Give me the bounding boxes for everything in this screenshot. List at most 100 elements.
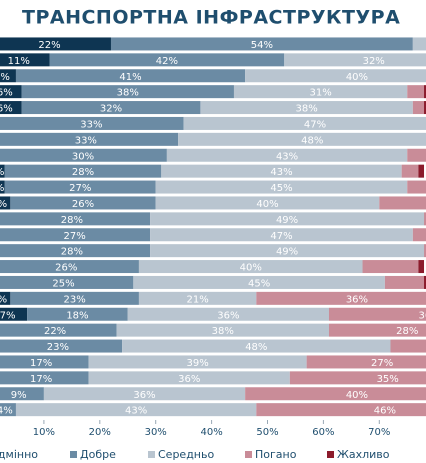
- value-label: 26%: [55, 263, 77, 274]
- bar-segment: [122, 339, 391, 353]
- value-label: 30%: [72, 151, 94, 162]
- bar-segment: [0, 228, 151, 242]
- bar-segment: [0, 164, 5, 178]
- value-label: 41%: [119, 72, 141, 83]
- bar-segment: [0, 116, 184, 130]
- value-label: 45%: [270, 183, 292, 194]
- bar-segment: [407, 148, 426, 162]
- bar-segment: [412, 101, 425, 115]
- bar-segment: [0, 275, 134, 289]
- value-label: 40%: [346, 390, 368, 401]
- x-tick-label: 20%: [89, 427, 111, 438]
- bar-segment: [150, 244, 425, 258]
- value-label: 47%: [270, 231, 292, 242]
- value-label: 40%: [346, 72, 368, 83]
- bar-segment: [328, 307, 426, 321]
- bar-segment: [0, 53, 50, 67]
- bar-segment: [328, 323, 426, 337]
- bar-segment: [0, 260, 139, 274]
- value-label: 49%: [276, 215, 298, 226]
- bar-segment: [150, 228, 413, 242]
- bar-segment: [10, 291, 139, 305]
- value-label: 36%: [418, 310, 426, 321]
- bar-segment: [150, 212, 425, 226]
- legend-swatch: [327, 451, 334, 458]
- value-label: 9%: [11, 390, 27, 401]
- value-label: 32%: [100, 104, 122, 115]
- bar-segment: [0, 244, 151, 258]
- bar-segment: [200, 101, 413, 115]
- bar-segment: [0, 180, 5, 194]
- bar-segment: [138, 260, 363, 274]
- value-label: 31%: [309, 88, 331, 99]
- value-label: 28%: [61, 247, 83, 258]
- bar-segment: [233, 85, 408, 99]
- value-label: 40%: [240, 263, 262, 274]
- bar-segment: [245, 387, 426, 401]
- value-label: 18%: [66, 310, 88, 321]
- bar-segment: [27, 307, 128, 321]
- value-label: 22%: [44, 326, 66, 337]
- value-label: 48%: [245, 342, 267, 353]
- x-tick-label: 70%: [368, 427, 390, 438]
- bar-segment: [424, 275, 426, 289]
- bar-segment: [256, 291, 426, 305]
- bar-segment: [166, 148, 408, 162]
- bar-segment: [245, 69, 426, 83]
- bar-segment: [10, 196, 156, 210]
- value-label: 17%: [30, 374, 52, 385]
- bar-segment: [133, 275, 385, 289]
- value-label: 4%: [0, 199, 7, 210]
- bar-segment: [0, 371, 89, 385]
- bar-segment: [178, 132, 426, 146]
- bar-segment: [0, 101, 22, 115]
- value-label: 32%: [363, 56, 385, 67]
- value-label: 49%: [276, 247, 298, 258]
- chart-title: ТРАНСПОРТНА ІНФРАСТРУКТУРА: [22, 7, 400, 29]
- bar-segment: [289, 371, 426, 385]
- bar-segment: [0, 85, 22, 99]
- value-label: 17%: [30, 358, 52, 369]
- value-label: 27%: [371, 358, 393, 369]
- bar-segment: [424, 244, 426, 258]
- bar-segment: [15, 403, 257, 417]
- bar-segment: [390, 339, 426, 353]
- value-label: 4%: [0, 294, 7, 305]
- value-label: 6%: [0, 88, 13, 99]
- bar-segment: [0, 339, 123, 353]
- legend-swatch: [245, 451, 252, 458]
- x-tick-label: 40%: [200, 427, 222, 438]
- bar-segment: [401, 164, 419, 178]
- bar-segment: [412, 228, 426, 242]
- bar-segment: [0, 212, 151, 226]
- value-label: 43%: [270, 167, 292, 178]
- bar-segment: [88, 355, 307, 369]
- value-label: 36%: [178, 374, 200, 385]
- value-label: 3%: [0, 183, 4, 194]
- legend-label: Відмінно: [0, 448, 38, 461]
- bar-segment: [424, 101, 426, 115]
- legend-label: Середньо: [158, 448, 214, 461]
- value-label: 36%: [217, 310, 239, 321]
- bar-segment: [0, 387, 44, 401]
- value-label: 33%: [80, 119, 102, 130]
- value-label: 39%: [187, 358, 209, 369]
- bar-segment: [21, 101, 201, 115]
- bar-segment: [43, 387, 246, 401]
- value-label: 46%: [374, 406, 396, 417]
- value-label: 36%: [346, 294, 368, 305]
- value-label: 27%: [69, 183, 91, 194]
- bar-segment: [4, 164, 162, 178]
- bar-segment: [155, 180, 408, 194]
- bar-segment: [21, 85, 234, 99]
- bar-segment: [0, 69, 16, 83]
- x-tick-label: 30%: [145, 427, 167, 438]
- value-label: 36%: [133, 390, 155, 401]
- value-label: 38%: [296, 104, 318, 115]
- value-label: 38%: [117, 88, 139, 99]
- bar-segment: [0, 355, 89, 369]
- bar-segment: [161, 164, 402, 178]
- value-label: 5%: [0, 72, 10, 83]
- value-label: 21%: [187, 294, 209, 305]
